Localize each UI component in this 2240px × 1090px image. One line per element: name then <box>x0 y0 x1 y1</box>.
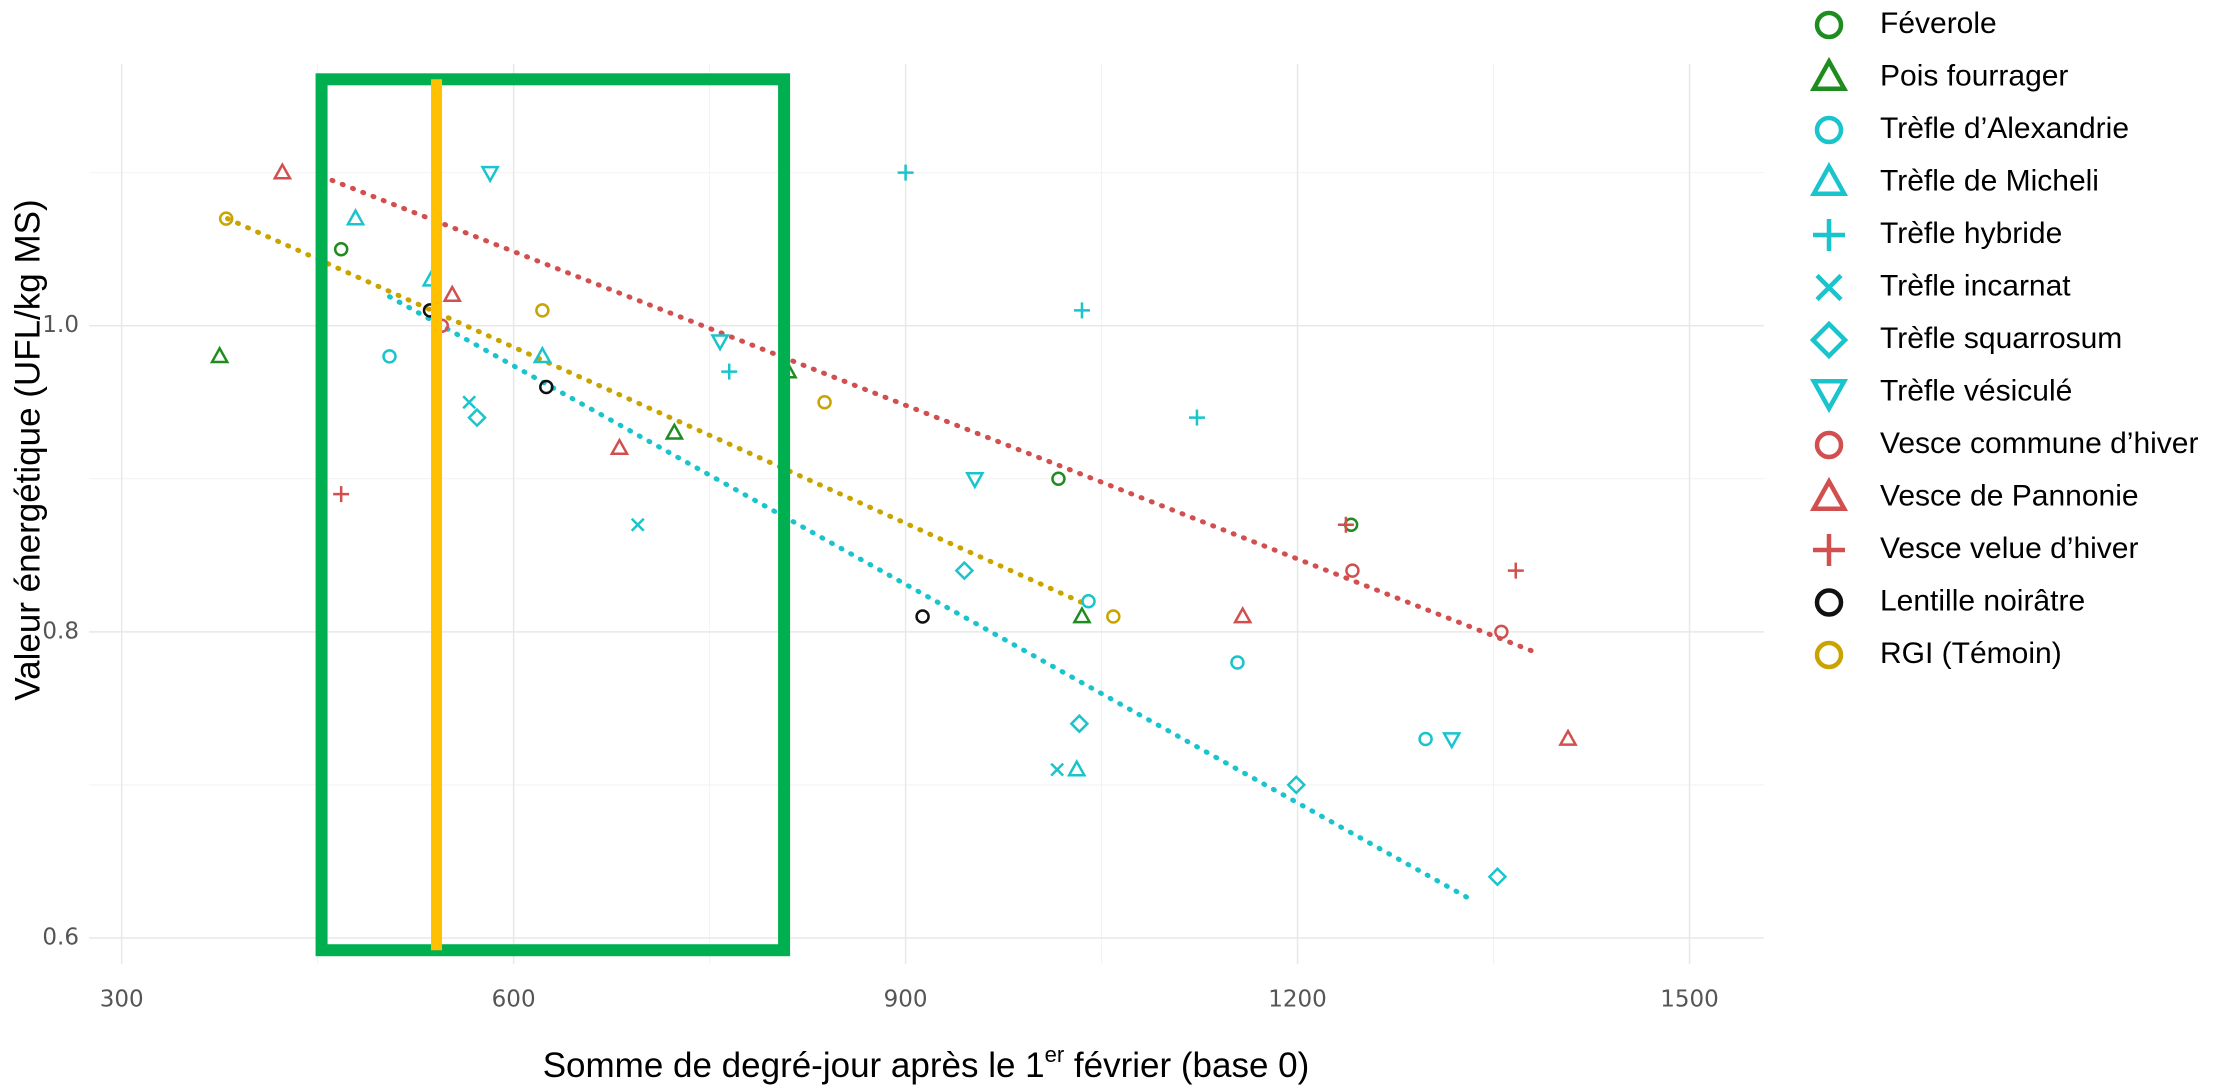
legend-label: Trèfle squarrosum <box>1880 322 2122 355</box>
legend-label: Lentille noirâtre <box>1880 584 2085 617</box>
point <box>480 165 500 184</box>
point <box>965 471 985 490</box>
point <box>539 379 554 395</box>
x-title-sup: er <box>1045 1042 1065 1067</box>
point <box>1050 762 1065 777</box>
point <box>1441 732 1462 750</box>
point <box>209 345 230 364</box>
legend-marker <box>1809 379 1849 414</box>
point <box>382 349 397 364</box>
trend-line <box>224 216 1089 607</box>
y-tick-label: 1.0 <box>42 312 79 338</box>
legend-label: Vesce de Pannonie <box>1880 479 2139 512</box>
point <box>333 241 349 257</box>
y-axis-title: Valeur énergétique (UFL/kg MS) <box>8 199 47 700</box>
point <box>272 162 293 180</box>
point <box>609 437 630 456</box>
x-title-part: Somme de degré-jour après le 1 <box>543 1046 1045 1085</box>
point <box>1067 759 1087 777</box>
legend-label: Féverole <box>1880 7 1997 40</box>
x-tick-label: 1500 <box>1660 987 1719 1013</box>
point <box>1343 517 1359 532</box>
point <box>467 407 487 428</box>
point <box>1188 409 1205 426</box>
point <box>1337 516 1354 533</box>
point <box>1051 471 1066 487</box>
legend-marker <box>1813 219 1845 251</box>
x-tick-label: 900 <box>884 987 928 1013</box>
point <box>721 363 738 380</box>
point <box>1072 605 1092 624</box>
point <box>1106 609 1121 624</box>
legend-marker <box>1814 640 1844 670</box>
point <box>817 395 832 410</box>
legend-marker <box>1813 534 1845 566</box>
point <box>218 211 234 226</box>
x-title-part: février (base 0) <box>1064 1046 1309 1085</box>
point <box>1487 866 1508 887</box>
trend-line <box>387 294 1474 903</box>
y-tick-label: 0.8 <box>42 618 79 644</box>
legend-label: Trèfle hybride <box>1880 217 2062 250</box>
legend-label: Vesce velue d’hiver <box>1880 532 2139 565</box>
x-tick-label: 300 <box>100 987 144 1013</box>
x-tick-label: 1200 <box>1268 987 1327 1013</box>
y-tick-label: 0.6 <box>42 924 79 950</box>
point <box>532 345 553 364</box>
point <box>1230 655 1245 670</box>
legend-label: Trèfle vésiculé <box>1880 374 2072 407</box>
point <box>1286 775 1307 795</box>
legend-marker <box>1809 161 1849 196</box>
legend-marker <box>1815 273 1843 302</box>
legend-label: Vesce commune d’hiver <box>1880 427 2199 460</box>
point <box>1507 562 1524 579</box>
point <box>1232 605 1253 624</box>
point <box>954 560 975 581</box>
legend-label: Trèfle incarnat <box>1880 269 2071 302</box>
legend-marker <box>1809 56 1849 91</box>
legend-label: Trèfle de Micheli <box>1880 164 2099 197</box>
point <box>1081 594 1096 609</box>
x-axis-title: Somme de degré-jour après le 1er février… <box>543 1042 1310 1085</box>
point <box>1418 731 1433 747</box>
point <box>1073 302 1090 319</box>
point <box>897 164 914 181</box>
point <box>1069 713 1090 734</box>
highlight-box <box>315 73 791 957</box>
point <box>915 609 930 624</box>
legend-marker <box>1814 10 1844 40</box>
point <box>710 334 730 352</box>
point <box>333 486 350 503</box>
legend-label: Pois fourrager <box>1880 59 2068 92</box>
point <box>462 395 477 410</box>
point <box>535 303 550 318</box>
point <box>1494 624 1509 640</box>
legend-marker <box>1814 115 1844 145</box>
legend-label: RGI (Témoin) <box>1880 637 2062 670</box>
legend-marker <box>1814 588 1844 617</box>
point <box>442 284 462 302</box>
trend-line <box>329 177 1541 656</box>
legend-marker <box>1809 476 1849 511</box>
point <box>1345 563 1360 578</box>
point <box>345 208 366 226</box>
legend-marker <box>1814 430 1844 460</box>
legend-marker <box>1809 320 1849 360</box>
point <box>1558 728 1578 746</box>
point <box>630 517 645 532</box>
x-tick-label: 600 <box>492 987 536 1013</box>
legend-label: Trèfle d’Alexandrie <box>1880 112 2129 145</box>
point <box>664 422 685 440</box>
